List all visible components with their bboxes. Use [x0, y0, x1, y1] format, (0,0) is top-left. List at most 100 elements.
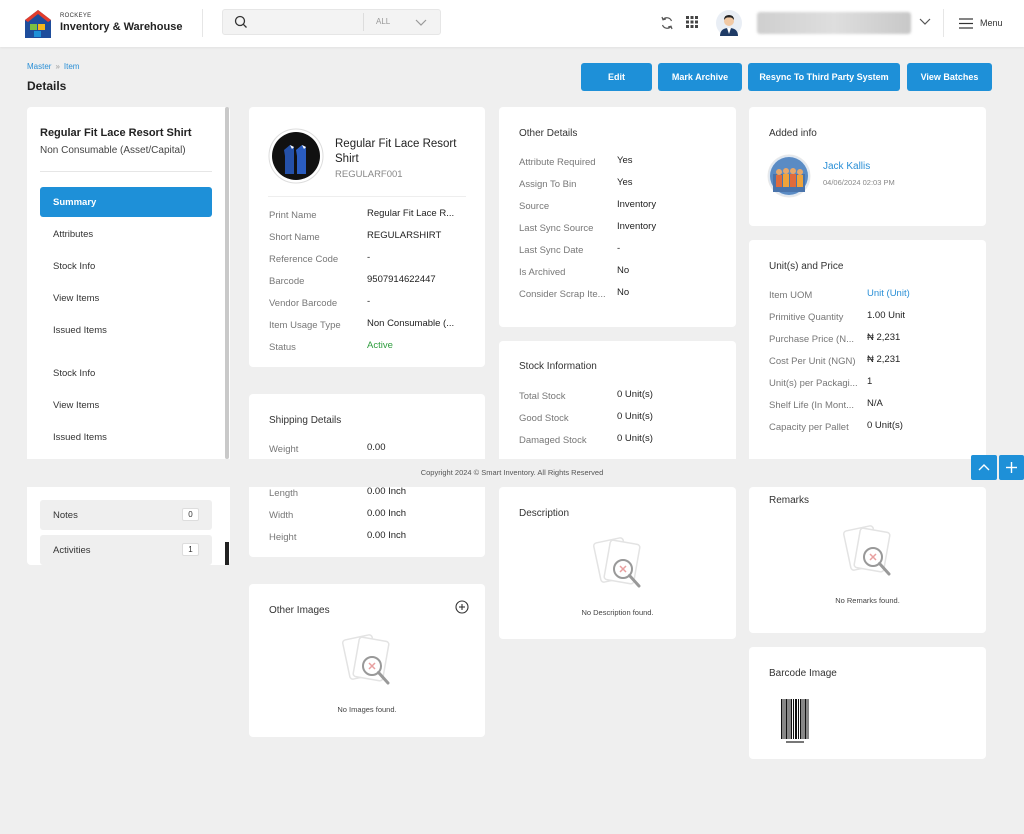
sidebar-item-stock-info[interactable]: Stock Info	[53, 367, 96, 379]
field-label: Width	[269, 510, 294, 521]
shipping-details-card	[249, 394, 485, 459]
user-info-blurred[interactable]	[757, 12, 911, 34]
page-title: Details	[27, 79, 67, 93]
chevron-down-icon[interactable]	[415, 19, 427, 27]
other-details-title: Other Details	[519, 128, 578, 139]
sidebar-item-issued-items[interactable]: Issued Items	[53, 431, 107, 443]
mark-archive-button[interactable]: Mark Archive	[658, 63, 742, 91]
breadcrumb-item[interactable]: Item	[63, 62, 80, 71]
field-label: Attribute Required	[519, 157, 596, 168]
view-batches-button[interactable]: View Batches	[907, 63, 992, 91]
created-date: 04/06/2024 02:03 PM	[823, 178, 895, 187]
search-scope-select[interactable]: ALL	[376, 17, 391, 26]
quick-add-button[interactable]	[999, 455, 1024, 480]
shipping-details-card-lower	[249, 487, 485, 557]
copyright-footer: Copyright 2024 © Smart Inventory. All Ri…	[420, 468, 604, 477]
field-value: No	[617, 287, 630, 298]
field-label: Status	[269, 342, 296, 353]
field-label: Good Stock	[519, 413, 569, 424]
sidebar-item-view-items[interactable]: View Items	[53, 399, 100, 411]
item-image[interactable]	[268, 128, 324, 184]
no-images-text: No Images found.	[337, 705, 397, 714]
barcode-image[interactable]	[780, 697, 810, 747]
stock-information-title: Stock Information	[519, 361, 597, 372]
sidebar-scrollbar[interactable]	[225, 107, 229, 459]
field-value: No	[617, 265, 630, 276]
remarks-title: Remarks	[769, 495, 810, 506]
field-value: Yes	[617, 155, 633, 166]
stock-information-card	[499, 341, 736, 459]
added-info-title: Added info	[769, 128, 817, 139]
field-value: 0.00 Inch	[367, 530, 407, 541]
plus-icon	[1006, 462, 1017, 473]
field-label: Capacity per Pallet	[769, 422, 849, 433]
field-value: ₦ 2,231	[867, 354, 901, 365]
field-value: 0 Unit(s)	[617, 433, 653, 444]
sidebar-scrollbar-lower[interactable]	[225, 542, 229, 565]
field-label: Purchase Price (N...	[769, 334, 854, 345]
other-details-card	[499, 107, 736, 327]
field-label: Unit(s) per Packagi...	[769, 378, 858, 389]
field-value: 9507914622447	[367, 274, 436, 285]
field-label: Cost Per Unit (NGN)	[769, 356, 856, 367]
other-images-title: Other Images	[269, 605, 330, 616]
barcode-image-title: Barcode Image	[769, 668, 837, 679]
field-label: Consider Scrap Ite...	[519, 289, 606, 300]
field-label: Damaged Stock	[519, 435, 587, 446]
edit-button[interactable]: Edit	[581, 63, 652, 91]
units-price-card	[749, 240, 986, 459]
search-divider	[363, 13, 364, 31]
sidebar-item-summary[interactable]: Summary	[40, 187, 212, 217]
item-name: Regular Fit Lace Resort Shirt	[335, 138, 457, 165]
resync-button[interactable]: Resync To Third Party System	[748, 63, 900, 91]
activities-tab[interactable]: Activities 1	[40, 535, 212, 565]
field-value: Regular Fit Lace R...	[367, 208, 455, 219]
sidebar-item-subtitle: Non Consumable (Asset/Capital)	[40, 145, 186, 156]
no-description-text: No Description found.	[581, 608, 654, 617]
field-value: 0.00 Inch	[367, 486, 407, 497]
field-value: 0 Unit(s)	[617, 411, 653, 422]
field-value: N/A	[867, 398, 883, 409]
field-label: Reference Code	[269, 254, 339, 265]
sidebar-item-view-items[interactable]: View Items	[53, 292, 100, 304]
hamburger-menu-icon[interactable]	[959, 18, 973, 29]
refresh-icon[interactable]	[660, 16, 674, 30]
logo-icon[interactable]	[23, 8, 53, 40]
field-label: Weight	[269, 444, 299, 455]
user-avatar[interactable]	[716, 10, 742, 36]
no-remarks-text: No Remarks found.	[835, 596, 900, 605]
search-input[interactable]	[253, 13, 361, 31]
scroll-top-button[interactable]	[971, 455, 997, 480]
activities-count-badge: 1	[182, 543, 199, 556]
field-value: -	[617, 243, 621, 254]
add-image-icon[interactable]	[455, 600, 469, 614]
uom-link[interactable]: Unit (Unit)	[867, 288, 910, 299]
field-value: Inventory	[617, 221, 657, 232]
shipping-details-title: Shipping Details	[269, 415, 342, 426]
field-value: REGULARSHIRT	[367, 230, 442, 241]
breadcrumb-separator-icon: »	[55, 62, 60, 71]
breadcrumb-master[interactable]: Master	[27, 62, 52, 71]
field-label: Total Stock	[519, 391, 566, 402]
creator-name-link[interactable]: Jack Kallis	[823, 161, 871, 172]
search-icon[interactable]	[234, 15, 248, 29]
units-price-title: Unit(s) and Price	[769, 261, 844, 272]
field-value: 1	[867, 376, 873, 387]
creator-avatar[interactable]	[767, 154, 811, 198]
field-value: 1.00 Unit	[867, 310, 906, 321]
menu-label[interactable]: Menu	[980, 18, 1003, 28]
item-code: REGULARF001	[335, 169, 403, 180]
apps-grid-icon[interactable]	[686, 16, 698, 28]
notes-count-badge: 0	[182, 508, 199, 521]
sidebar-item-stock-info[interactable]: Stock Info	[53, 260, 96, 272]
chevron-down-icon[interactable]	[919, 18, 931, 26]
field-value: Yes	[617, 177, 633, 188]
global-search: ALL	[222, 9, 441, 35]
sidebar-item-issued-items[interactable]: Issued Items	[53, 324, 107, 336]
field-value: 0 Unit(s)	[867, 420, 903, 431]
header-divider	[943, 9, 944, 37]
notes-tab[interactable]: Notes 0	[40, 500, 212, 530]
header-divider	[202, 9, 203, 37]
sidebar-item-attributes[interactable]: Attributes	[53, 228, 94, 240]
activities-label: Activities	[53, 544, 91, 556]
